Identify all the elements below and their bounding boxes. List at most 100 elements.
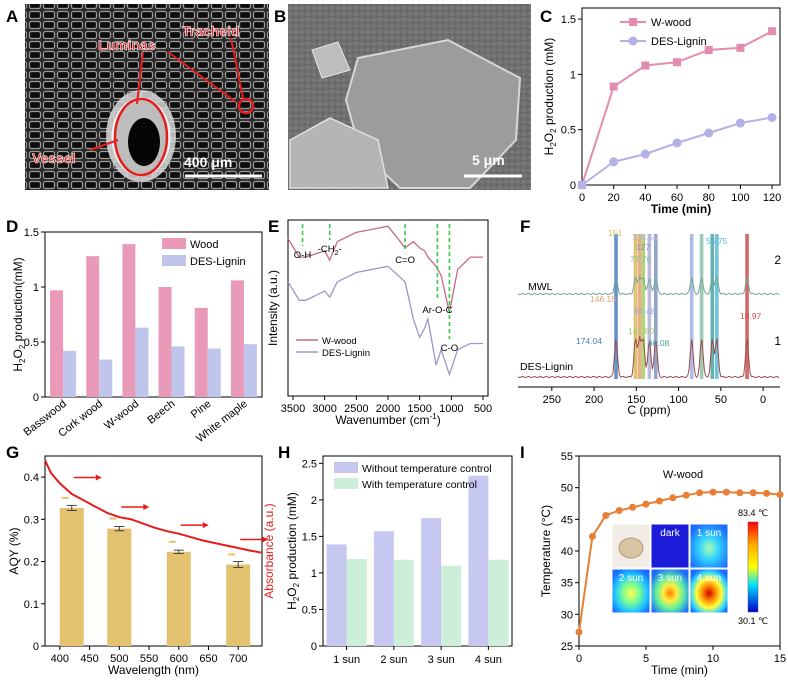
panel-e-xtick-label: 3000: [312, 403, 336, 415]
panel-g-absorbance-curve: [44, 459, 263, 554]
panel-e-chart: 3500 3000 2500 2000 1500 1000 500 Wavenumber (c…: [266, 219, 492, 427]
panel-f-peak-label: 84.48: [634, 306, 656, 316]
panel-d-legend-swatch: [162, 238, 186, 249]
panel-d-bar: [86, 256, 100, 397]
panel-f-trace-number-1: 1: [774, 334, 781, 348]
panel-b-particle: [344, 38, 522, 189]
panel-c-xtick-label: 120: [763, 192, 781, 204]
panel-g-xlabel: Wavelength (nm): [108, 663, 199, 677]
panel-a-pointer-1: [136, 51, 144, 105]
panel-c-ytick-label: 0: [570, 180, 576, 192]
panel-f-xtick-label: 0: [760, 394, 766, 406]
panel-c-ytick-label: 0.5: [561, 125, 576, 137]
panel-i-point: [736, 489, 744, 497]
panel-b: 5 μm: [288, 4, 531, 190]
panel-a-label-luminas: Luminas: [98, 37, 156, 53]
panel-a-vessel-lumen: [128, 118, 160, 166]
panel-h-legend-swatch: [334, 462, 358, 473]
panel-d-legend-swatch: [162, 255, 186, 266]
panel-f-chart: 250 200 150 100 50 0 C (ppm) MWL DES-Lignin 2 1 174…: [517, 228, 781, 417]
panel-f-peak-label: 18.97: [740, 311, 762, 321]
panel-e-xtick-label: 3500: [281, 403, 305, 415]
panel-i-inset-label: dark: [660, 528, 680, 539]
panel-h-category-label: 3 sun: [428, 654, 455, 666]
panel-c-point: [704, 128, 714, 138]
panel-e-spectrum: [287, 225, 483, 313]
panel-e-annotation: C-O: [441, 343, 458, 354]
panel-letter-g: G: [6, 443, 19, 462]
panel-c-xlabel: Time (min): [651, 202, 711, 216]
panel-h-ytick-label: 1: [311, 568, 317, 580]
panel-i-ytick-label: 30: [561, 609, 573, 621]
panel-c-point: [768, 27, 777, 36]
panel-c-point: [577, 180, 587, 190]
panel-f-series-label-mwl: MWL: [528, 281, 553, 293]
panel-i-ytick-label: 25: [561, 641, 573, 653]
panel-i-inset-photo-sample: [618, 537, 644, 559]
panel-a-vessel-outline: [113, 97, 169, 177]
panel-e-legend-label: W-wood: [322, 336, 357, 347]
panel-i-colorbar: [747, 521, 759, 613]
panel-b-fragment-top: [311, 41, 351, 79]
panel-f-peak-band: [699, 234, 704, 379]
panel-g-bar: [166, 551, 191, 646]
panel-i-chart: 25 30 35 40 45 50 55 0 5 10 15 Time (min) Temperatur…: [539, 451, 786, 677]
panel-g-xtick-label: 650: [199, 653, 217, 665]
panel-e-ylabel: Intensity (a.u.): [266, 270, 280, 346]
panel-i-xtick-label: 0: [576, 653, 582, 665]
panel-h-chart: 0 0.5 1 1.5 2 2.5 H2O2 production (mM) 1 sun 2 s…: [285, 455, 513, 666]
panel-h-bar: [393, 559, 414, 646]
panel-e-annotation: -CH2-: [318, 244, 342, 257]
panel-a: Luminas Tracheid Vessel 400 μm: [25, 4, 269, 190]
panel-g-xtick-label: 600: [170, 653, 188, 665]
panel-c-series-line: [581, 116, 773, 186]
panel-f-peak-label: 127: [636, 242, 650, 252]
panel-c-point: [736, 43, 745, 52]
panel-f-peak-label: 146.18: [590, 294, 616, 304]
panel-letter-c: C: [540, 7, 552, 26]
panel-h-category-label: 1 sun: [333, 654, 360, 666]
panel-i-ytick-label: 50: [561, 483, 573, 495]
panel-i-point: [776, 491, 784, 499]
panel-f-peak-band: [637, 234, 642, 379]
panel-i-ytick-label: 55: [561, 451, 573, 463]
panel-d-legend-label: Wood: [190, 239, 219, 251]
panel-h-ytick-label: 1.5: [302, 531, 317, 543]
panel-i-colorbar-max: 83.4 ℃: [738, 508, 768, 518]
panel-g-ytick-label: 0: [33, 641, 39, 653]
panel-i-ytick-label: 40: [561, 546, 573, 558]
panel-c-ytick-label: 1: [570, 69, 576, 81]
panel-h-ytick-label: 2: [311, 495, 317, 507]
panel-i-point: [696, 489, 704, 497]
panel-g-curve-arrowhead: [262, 536, 269, 543]
panel-c-point: [609, 82, 618, 91]
panel-h-bar: [421, 518, 442, 646]
panel-i-xtick-label: 10: [707, 653, 719, 665]
panel-h-bar: [373, 531, 394, 646]
panel-h-bar: [326, 544, 347, 646]
panel-i-point: [588, 532, 596, 540]
panel-f-peak-band: [633, 234, 638, 379]
panel-i-inset-label: 3 sun: [658, 573, 682, 584]
panel-i-point: [629, 503, 637, 511]
panel-g-bar: [107, 528, 132, 646]
panel-g-ytick-label: 0.4: [24, 472, 39, 484]
panel-i-xtick-label: 15: [774, 653, 786, 665]
panel-f-peak-band: [689, 234, 694, 379]
panel-g-bar: [59, 507, 84, 646]
panel-i-point: [615, 506, 623, 514]
panel-f-trace-des: [517, 336, 780, 379]
panel-d-ytick-label: 1: [33, 282, 39, 294]
panel-letter-h: H: [278, 443, 290, 462]
panel-i-inset-label: 2 sun: [619, 573, 643, 584]
panel-letter-f: F: [520, 217, 530, 236]
panel-f-peak-label: 60.08: [648, 338, 670, 348]
panel-i-point: [642, 500, 650, 508]
panel-c-point: [767, 113, 777, 123]
panel-f-peak-label: 72.76: [630, 254, 652, 264]
panel-c-xtick-label: 0: [579, 192, 585, 204]
panel-f-peak-label: 54.75: [706, 236, 728, 246]
panel-h-legend-label: With temperature control: [362, 479, 477, 491]
panel-i-colorbar-min: 30.1 ℃: [738, 616, 768, 626]
